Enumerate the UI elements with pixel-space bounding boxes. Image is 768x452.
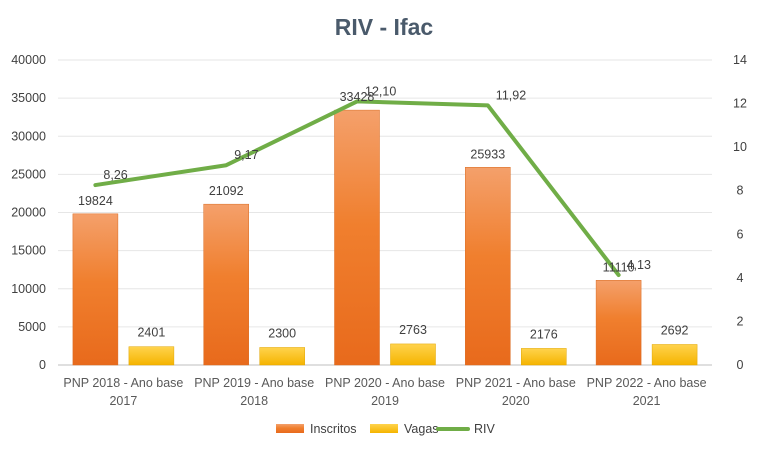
- right-axis-tick-label: 8: [737, 184, 744, 198]
- bar-inscritos: [465, 167, 511, 366]
- left-axis-tick-label: 15000: [11, 244, 46, 258]
- right-axis-tick-label: 0: [737, 358, 744, 372]
- right-axis-tick-label: 10: [733, 140, 747, 154]
- data-label-inscritos: 21092: [209, 184, 244, 198]
- legend-swatch: [370, 424, 398, 433]
- data-label-inscritos: 11110: [603, 260, 635, 274]
- bar-vagas: [128, 346, 175, 366]
- left-axis-tick-label: 25000: [11, 167, 46, 181]
- category-label-line-2: 2020: [502, 394, 530, 408]
- riv-line-series: [93, 99, 621, 278]
- left-axis-tick-label: 30000: [11, 129, 46, 143]
- bar-vagas: [390, 343, 436, 366]
- data-label-vagas: 2692: [661, 323, 689, 337]
- chart-title: RIV - Ifac: [335, 14, 434, 40]
- category-label-line-1: PNP 2020 - Ano base: [325, 376, 445, 390]
- bar-vagas: [259, 347, 305, 366]
- data-label-inscritos: 33428: [340, 90, 375, 104]
- category-label-line-2: 2019: [371, 394, 399, 408]
- bar-vagas: [651, 344, 698, 366]
- right-axis-tick-label: 2: [737, 314, 744, 328]
- category-label-line-1: PNP 2022 - Ano base: [587, 376, 707, 390]
- data-label-vagas: 2401: [137, 326, 165, 340]
- data-label-vagas: 2763: [399, 323, 427, 337]
- category-label-line-1: PNP 2019 - Ano base: [194, 376, 314, 390]
- left-axis-tick-label: 35000: [11, 91, 46, 105]
- right-y-axis: 0 2 4 6 8 10 12 14: [733, 53, 747, 372]
- bar-inscritos: [595, 280, 642, 366]
- x-axis-labels: PNP 2018 - Ano base 2017 PNP 2019 - Ano ba…: [63, 376, 706, 408]
- category-label-line-2: 2018: [240, 394, 268, 408]
- legend-label: Inscritos: [310, 422, 357, 436]
- data-label-riv: 4,13: [627, 258, 651, 272]
- left-axis-tick-label: 10000: [11, 282, 46, 296]
- bar-inscritos: [334, 109, 380, 366]
- category-label-line-2: 2021: [633, 394, 661, 408]
- left-axis-tick-label: 20000: [11, 206, 46, 220]
- data-label-riv: 8,26: [103, 168, 127, 182]
- bar-inscritos: [72, 213, 119, 366]
- right-axis-tick-label: 12: [733, 97, 747, 111]
- legend-label: RIV: [474, 422, 496, 436]
- right-axis-tick-label: 14: [733, 53, 747, 67]
- category-label-line-1: PNP 2021 - Ano base: [456, 376, 576, 390]
- left-axis-tick-label: 40000: [11, 53, 46, 67]
- left-axis-tick-label: 5000: [18, 320, 46, 334]
- data-labels: 19824 2401 21092 2300 33428 2763 25933 2176 1111…: [78, 84, 689, 341]
- left-axis-tick-label: 0: [39, 358, 46, 372]
- left-y-axis: 0 5000 10000 15000 20000 25000 30000 35000 40000: [11, 53, 46, 372]
- bar-vagas: [521, 348, 567, 366]
- data-label-vagas: 2300: [268, 326, 296, 340]
- category-label-line-2: 2017: [109, 394, 137, 408]
- bar-inscritos: [203, 203, 249, 366]
- right-axis-tick-label: 6: [737, 227, 744, 241]
- legend-label: Vagas: [404, 422, 439, 436]
- right-axis-tick-label: 4: [737, 271, 744, 285]
- data-label-inscritos: 25933: [470, 147, 505, 161]
- category-label-line-1: PNP 2018 - Ano base: [63, 376, 183, 390]
- legend-swatch: [276, 424, 304, 433]
- data-label-vagas: 2176: [530, 327, 558, 341]
- data-label-riv: 9,17: [234, 148, 258, 162]
- data-label-inscritos: 19824: [78, 194, 113, 208]
- bars: [72, 109, 698, 366]
- data-label-riv: 11,92: [496, 88, 526, 102]
- legend: Inscritos Vagas RIV: [276, 422, 496, 436]
- data-label-riv: 12,10: [365, 84, 396, 98]
